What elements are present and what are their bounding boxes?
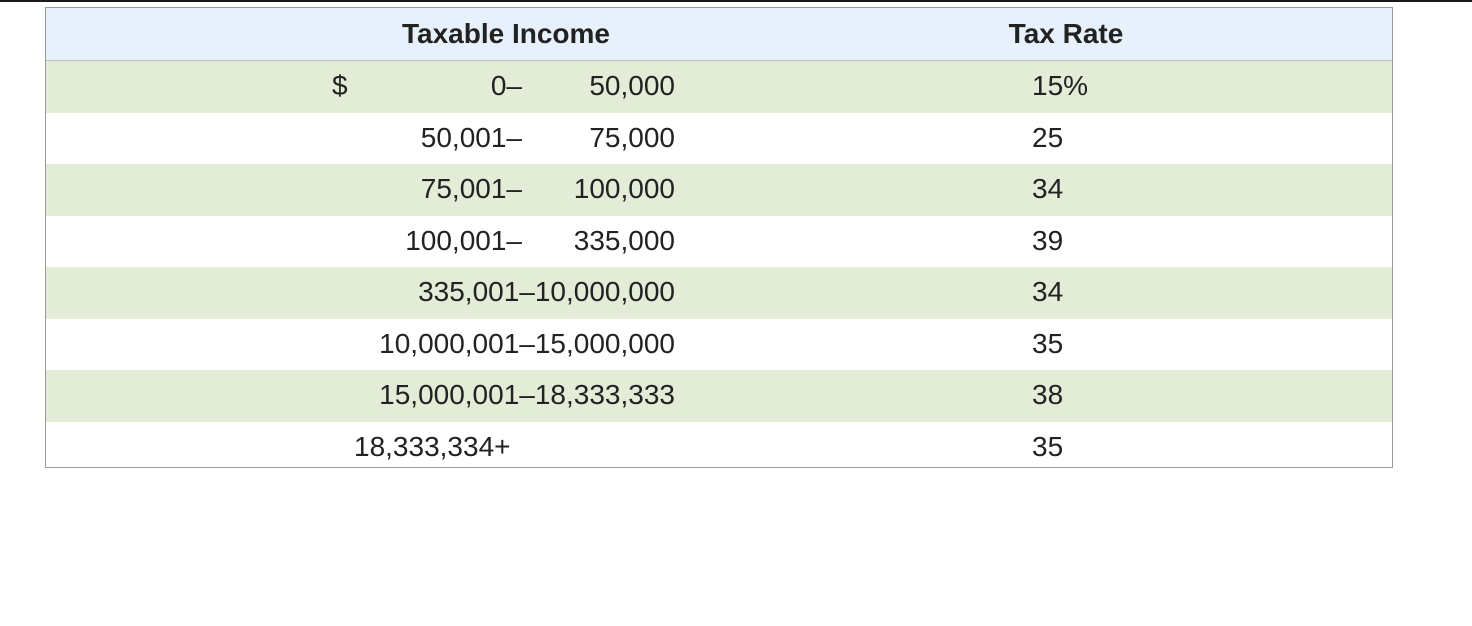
income-high: 75,000 (589, 121, 675, 153)
income-range: 10,000,001–15,000,000 (379, 327, 675, 359)
income-range: 18,333,334+ (354, 430, 511, 462)
tax-rate: 34 (1032, 276, 1064, 307)
income-range: 15,000,001–18,333,333 (379, 379, 675, 410)
table-row: 335,001–10,000,000 34 (46, 267, 1392, 319)
table-row: 15,000,001–18,333,333 38 (46, 370, 1392, 422)
header-tax-rate: Tax Rate (1008, 18, 1124, 49)
income-low: 0– (490, 70, 522, 101)
top-rule (0, 0, 1472, 2)
table-row: 75,001– 100,000 34 (46, 164, 1392, 216)
tax-rate: 39 (1032, 224, 1064, 256)
income-high: 100,000 (573, 173, 675, 204)
tax-rate: 15% (1032, 70, 1089, 101)
table-row: 18,333,334+ 35 (46, 422, 1392, 468)
tax-rate: 25 (1032, 121, 1064, 153)
table-row: 100,001– 335,000 39 (46, 216, 1392, 268)
income-low: 50,001– (420, 121, 522, 153)
tax-rate: 34 (1032, 173, 1064, 204)
table-row: $ 0– 50,000 15% (46, 61, 1392, 113)
income-low: 100,001– (405, 224, 522, 256)
currency-symbol: $ (332, 70, 348, 101)
tax-rate: 35 (1032, 327, 1064, 359)
tax-rate-table: Taxable Income Tax Rate $ 0– 50,000 15% … (45, 7, 1393, 468)
tax-rate: 35 (1032, 430, 1064, 462)
income-high: 335,000 (573, 224, 675, 256)
income-range: 335,001–10,000,000 (418, 276, 675, 307)
table-row: 10,000,001–15,000,000 35 (46, 319, 1392, 371)
tax-rate: 38 (1032, 379, 1064, 410)
income-low: 75,001– (420, 173, 522, 204)
table-row: 50,001– 75,000 25 (46, 113, 1392, 165)
income-high: 50,000 (589, 70, 675, 101)
table-header-row: Taxable Income Tax Rate (46, 8, 1392, 61)
header-taxable-income: Taxable Income (401, 18, 610, 49)
table-body: $ 0– 50,000 15% 50,001– 75,000 25 75,001… (46, 61, 1392, 468)
